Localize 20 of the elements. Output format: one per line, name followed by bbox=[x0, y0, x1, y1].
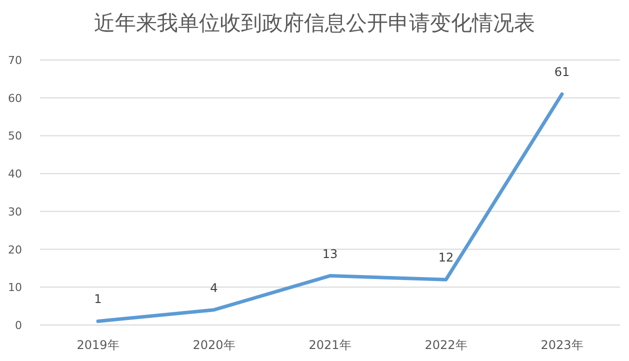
data-label: 4 bbox=[210, 280, 218, 295]
x-tick-label: 2020年 bbox=[192, 338, 236, 352]
x-tick-label: 2022年 bbox=[424, 338, 468, 352]
data-label: 12 bbox=[438, 250, 454, 265]
y-tick-label: 10 bbox=[8, 281, 22, 294]
y-tick-label: 20 bbox=[8, 243, 22, 256]
title: 近年来我单位收到政府信息公开申请变化情况表 bbox=[94, 11, 535, 35]
y-tick-label: 30 bbox=[8, 205, 22, 218]
x-tick-label: 2021年 bbox=[308, 338, 352, 352]
data-label: 13 bbox=[322, 246, 338, 261]
y-tick-label: 60 bbox=[8, 92, 22, 105]
y-tick-label: 50 bbox=[8, 130, 22, 143]
y-tick-label: 40 bbox=[8, 168, 22, 181]
x-tick-label: 2019年 bbox=[76, 338, 120, 352]
line-series bbox=[96, 92, 564, 323]
data-label: 61 bbox=[554, 65, 570, 80]
y-tick-label: 0 bbox=[15, 319, 22, 332]
y-tick-label: 70 bbox=[8, 54, 22, 67]
x-tick-label: 2023年 bbox=[540, 338, 584, 352]
data-label: 1 bbox=[94, 292, 102, 306]
